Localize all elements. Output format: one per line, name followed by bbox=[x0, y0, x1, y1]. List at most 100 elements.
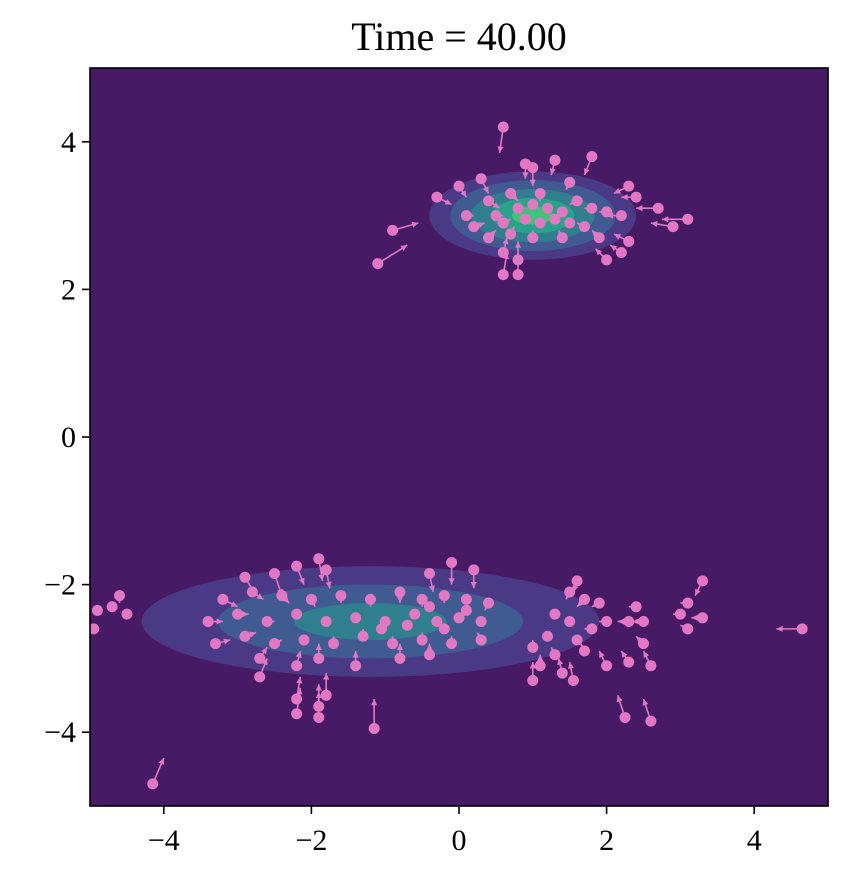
density-band-1-2 bbox=[294, 603, 447, 640]
particle-point bbox=[796, 623, 808, 635]
particle-point bbox=[291, 560, 303, 572]
particle-point bbox=[564, 176, 576, 188]
particle-point bbox=[527, 641, 539, 653]
velocity-arrowhead bbox=[514, 241, 522, 248]
velocity-arrowhead bbox=[599, 651, 605, 659]
particle-point bbox=[601, 616, 613, 627]
particle-point bbox=[254, 652, 266, 664]
particle-point bbox=[313, 711, 325, 723]
particle-point bbox=[527, 199, 539, 211]
particle-point bbox=[376, 623, 388, 635]
particle-point bbox=[630, 601, 642, 613]
velocity-arrowhead bbox=[497, 146, 504, 153]
velocity-arrowhead bbox=[223, 638, 231, 645]
x-tick-label: 4 bbox=[747, 824, 762, 857]
velocity-arrowhead bbox=[315, 684, 322, 691]
particle-point bbox=[497, 269, 509, 281]
particle-point bbox=[121, 608, 133, 620]
particle-point bbox=[291, 608, 303, 620]
particle-point bbox=[423, 568, 435, 580]
x-tick-label: 2 bbox=[599, 824, 614, 857]
plot-background bbox=[90, 68, 828, 806]
particle-point bbox=[593, 597, 605, 609]
particle-point bbox=[431, 191, 443, 203]
particle-point bbox=[638, 616, 649, 627]
particle-point bbox=[542, 202, 554, 214]
particle-point bbox=[468, 564, 480, 576]
velocity-arrowhead bbox=[296, 676, 303, 684]
velocity-arrowhead bbox=[249, 631, 257, 638]
velocity-arrowhead bbox=[261, 658, 268, 666]
particle-point bbox=[571, 634, 583, 646]
velocity-arrowhead bbox=[492, 202, 500, 209]
particle-point bbox=[438, 590, 450, 602]
velocity-arrowhead bbox=[426, 643, 433, 650]
y-tick-label: −4 bbox=[44, 716, 76, 749]
chart-title: Time = 40.00 bbox=[351, 14, 567, 59]
particle-point bbox=[505, 228, 517, 240]
particle-point bbox=[90, 623, 100, 635]
particle-point bbox=[556, 667, 568, 679]
particle-point bbox=[497, 121, 509, 133]
velocity-arrowhead bbox=[460, 190, 467, 198]
particle-point bbox=[615, 210, 627, 222]
velocity-arrowhead bbox=[396, 643, 404, 650]
velocity-arrowhead bbox=[613, 234, 621, 240]
velocity-arrowhead bbox=[411, 221, 419, 228]
particle-point bbox=[556, 206, 568, 218]
particle-point bbox=[619, 711, 631, 723]
particle-point bbox=[601, 254, 613, 266]
particle-point bbox=[571, 575, 583, 587]
velocity-arrowhead bbox=[632, 618, 639, 625]
particle-point bbox=[623, 180, 635, 192]
particle-point bbox=[549, 213, 561, 225]
velocity-arrowhead bbox=[482, 186, 489, 194]
velocity-arrowhead bbox=[643, 651, 650, 659]
particle-point bbox=[446, 638, 458, 650]
particle-point bbox=[409, 608, 421, 620]
particle-point bbox=[453, 180, 465, 192]
particle-point bbox=[364, 593, 376, 605]
x-axis: −4 −2 0 2 4 bbox=[148, 806, 762, 857]
y-tick-label: 2 bbox=[61, 273, 76, 306]
particle-point bbox=[497, 247, 509, 258]
particle-point bbox=[534, 217, 546, 229]
particle-point bbox=[438, 623, 450, 635]
particle-point bbox=[630, 191, 642, 203]
particle-point bbox=[320, 564, 332, 576]
velocity-arrowhead bbox=[444, 198, 452, 205]
particle-point bbox=[623, 656, 635, 668]
particle-point bbox=[320, 689, 332, 701]
particle-point bbox=[276, 590, 288, 602]
particle-point bbox=[512, 254, 524, 266]
particle-point bbox=[114, 590, 126, 602]
velocity-arrowhead bbox=[650, 221, 658, 228]
particle-point bbox=[320, 616, 332, 627]
velocity-arrowhead bbox=[529, 179, 536, 187]
velocity-arrowhead bbox=[502, 237, 509, 245]
particle-point bbox=[453, 612, 465, 624]
velocity-arrowhead bbox=[610, 245, 618, 252]
particle-point bbox=[239, 630, 251, 642]
particle-point bbox=[542, 630, 554, 642]
velocity-arrowhead bbox=[296, 687, 303, 695]
particle-point bbox=[217, 593, 229, 605]
x-tick-label: 0 bbox=[452, 824, 467, 857]
particle-point bbox=[490, 210, 502, 222]
y-axis: −4 −2 0 2 4 bbox=[44, 126, 90, 749]
particle-point bbox=[527, 675, 539, 687]
particle-point bbox=[232, 608, 244, 620]
particle-point bbox=[460, 604, 472, 616]
particle-points bbox=[90, 121, 808, 790]
velocity-arrowhead bbox=[400, 245, 408, 252]
velocity-arrowhead bbox=[242, 611, 249, 618]
particle-point bbox=[394, 652, 406, 664]
particle-point bbox=[697, 575, 709, 587]
velocity-arrowhead bbox=[577, 600, 584, 607]
particle-point bbox=[483, 597, 495, 609]
particle-point bbox=[350, 660, 362, 672]
velocity-arrowhead bbox=[522, 172, 529, 179]
particle-point bbox=[578, 645, 590, 657]
velocity-arrowhead bbox=[261, 647, 268, 655]
